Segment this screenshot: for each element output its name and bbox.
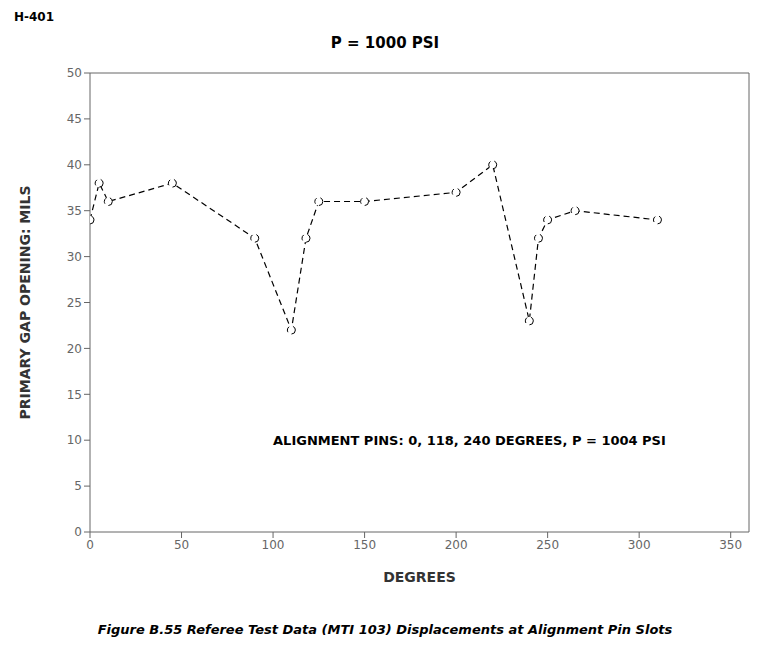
svg-text:0: 0: [74, 525, 82, 539]
html-text:H-401: H-401: [14, 10, 55, 24]
svg-text:15: 15: [67, 388, 82, 402]
svg-text:ALIGNMENT PINS: 0, 118, 240 D: ALIGNMENT PINS: 0, 118, 240 DEGREES, P =…: [273, 433, 666, 448]
svg-text:150: 150: [353, 538, 376, 552]
svg-text:10: 10: [67, 433, 82, 447]
svg-text:300: 300: [628, 538, 651, 552]
svg-text:40: 40: [67, 158, 82, 172]
html-text:P = 1000 PSI: P = 1000 PSI: [330, 34, 440, 52]
svg-text:PRIMARY GAP OPENING: MILS: PRIMARY GAP OPENING: MILS: [17, 186, 33, 420]
svg-text:0: 0: [86, 538, 94, 552]
svg-text:25: 25: [67, 296, 82, 310]
svg-text:30: 30: [67, 250, 82, 264]
svg-text:35: 35: [67, 204, 82, 218]
html-text:Figure B.55 Referee Test Data: Figure B.55 Referee Test Data (MTI 103) …: [97, 622, 673, 637]
svg-text:200: 200: [445, 538, 468, 552]
svg-text:DEGREES: DEGREES: [383, 569, 456, 585]
svg-text:250: 250: [536, 538, 559, 552]
svg-text:5: 5: [74, 479, 82, 493]
svg-text:20: 20: [67, 342, 82, 356]
svg-text:50: 50: [174, 538, 189, 552]
svg-text:50: 50: [67, 66, 82, 80]
svg-text:45: 45: [67, 112, 82, 126]
svg-text:100: 100: [262, 538, 285, 552]
svg-text:350: 350: [719, 538, 742, 552]
